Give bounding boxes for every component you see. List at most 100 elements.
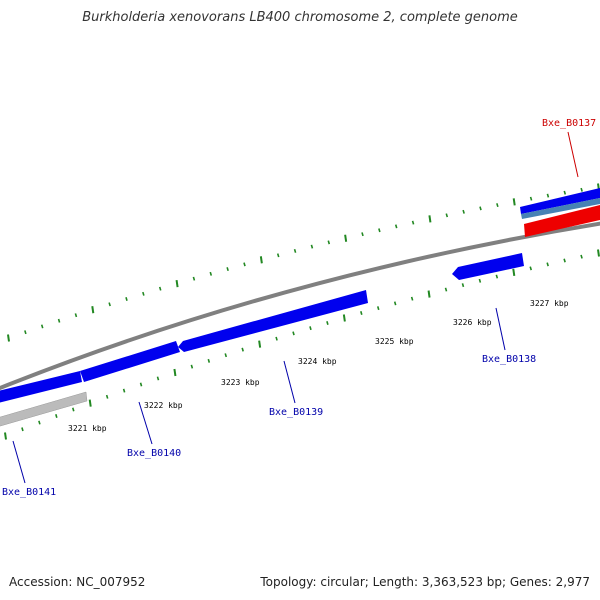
gene-feature-grey[interactable]: [0, 391, 88, 429]
minor-tick: [378, 228, 381, 233]
outer-tick-ring: [7, 183, 600, 342]
minor-tick: [276, 253, 280, 258]
minor-tick: [24, 330, 27, 335]
locus-label-bxe-b0140[interactable]: Bxe_B0140: [127, 448, 181, 459]
gene-feature-bxe-b0140[interactable]: [80, 341, 180, 382]
locus-label-group: Bxe_B0137 Bxe_B0138 Bxe_B0139 Bxe_B0140 …: [2, 118, 596, 498]
minor-tick: [393, 301, 397, 306]
minor-tick: [105, 394, 109, 399]
minor-tick: [529, 196, 533, 201]
minor-tick: [142, 291, 145, 296]
locus-label-bxe-b0138[interactable]: Bxe_B0138: [482, 354, 536, 365]
minor-tick: [209, 271, 213, 276]
locus-label-bxe-b0137[interactable]: Bxe_B0137: [542, 118, 596, 129]
major-tick: [427, 290, 431, 298]
minor-tick: [292, 331, 295, 336]
major-tick: [7, 334, 10, 342]
gene-feature-bxe-b0138[interactable]: [452, 253, 524, 280]
map-title: Burkholderia xenovorans LB400 chromosome…: [82, 10, 518, 25]
leader-line-bxe-b0138: [495, 307, 506, 351]
minor-tick: [479, 206, 482, 211]
minor-tick: [529, 266, 532, 271]
minor-tick: [461, 283, 465, 288]
gene-feature-bxe-b0137-steel[interactable]: [521, 198, 600, 219]
genome-backbone: [0, 221, 600, 391]
minor-tick: [72, 407, 75, 412]
major-tick: [4, 432, 7, 440]
minor-tick: [444, 287, 448, 292]
minor-tick: [496, 203, 499, 208]
minor-tick: [192, 276, 196, 281]
gene-feature-bxe-b0137-blue[interactable]: [520, 188, 600, 214]
kbp-label: 3222 kbp: [144, 401, 183, 410]
minor-tick: [190, 364, 194, 369]
minor-tick: [57, 318, 61, 323]
kbp-label: 3223 kbp: [221, 378, 260, 387]
major-tick: [512, 268, 516, 277]
leader-line-bxe-b0141: [12, 440, 26, 484]
minor-tick: [309, 326, 312, 331]
minor-tick: [394, 224, 398, 229]
kbp-label-group: 3221 kbp 3222 kbp 3223 kbp 3224 kbp 3225…: [68, 299, 569, 433]
gene-feature-bxe-b0139[interactable]: [178, 290, 368, 352]
major-tick: [597, 249, 600, 257]
locus-label-bxe-b0139[interactable]: Bxe_B0139: [269, 407, 323, 418]
minor-tick: [122, 388, 126, 393]
gene-feature-bxe-b0141[interactable]: [0, 371, 82, 405]
kbp-label: 3224 kbp: [298, 357, 337, 366]
minor-tick: [478, 278, 482, 283]
minor-tick: [310, 244, 314, 249]
minor-tick: [241, 347, 244, 352]
major-tick: [91, 306, 95, 314]
minor-tick: [445, 213, 449, 218]
minor-tick: [108, 302, 111, 307]
minor-tick: [563, 190, 567, 195]
major-tick: [259, 256, 263, 264]
minor-tick: [55, 414, 58, 418]
kbp-label: 3225 kbp: [375, 337, 414, 346]
major-tick: [342, 314, 346, 322]
gene-feature-bxe-b0137-red[interactable]: [524, 205, 600, 237]
minor-tick: [21, 427, 24, 432]
minor-tick: [546, 262, 549, 267]
minor-tick: [38, 420, 41, 425]
minor-tick: [156, 376, 160, 381]
locus-leader-lines: [12, 131, 579, 484]
minor-tick: [207, 358, 211, 363]
minor-tick: [327, 240, 331, 245]
major-tick: [344, 234, 348, 242]
major-tick: [88, 399, 92, 407]
minor-tick: [326, 321, 329, 325]
minor-tick: [360, 311, 363, 315]
minor-tick: [158, 286, 162, 291]
major-tick: [175, 279, 179, 288]
minor-tick: [361, 232, 364, 237]
inner-tick-ring: [4, 249, 600, 440]
minor-tick: [563, 258, 566, 263]
minor-tick: [139, 382, 143, 387]
major-tick: [512, 198, 516, 206]
minor-tick: [40, 324, 44, 329]
minor-tick: [243, 262, 246, 267]
minor-tick: [125, 297, 128, 301]
minor-tick: [546, 193, 550, 198]
major-tick: [258, 340, 262, 348]
leader-line-bxe-b0140: [138, 401, 153, 445]
leader-line-bxe-b0137: [567, 131, 579, 178]
minor-tick: [411, 220, 415, 225]
minor-tick: [293, 248, 297, 253]
minor-tick: [580, 187, 583, 192]
minor-tick: [275, 336, 278, 341]
minor-tick: [580, 254, 583, 259]
minor-tick: [462, 209, 465, 214]
leader-line-bxe-b0139: [283, 360, 296, 404]
kbp-label: 3221 kbp: [68, 424, 107, 433]
genome-summary-label: Topology: circular; Length: 3,363,523 bp…: [260, 575, 590, 589]
minor-tick: [224, 353, 228, 358]
locus-label-bxe-b0141[interactable]: Bxe_B0141: [2, 487, 56, 498]
minor-tick: [226, 267, 229, 272]
minor-tick: [495, 274, 499, 279]
minor-tick: [376, 306, 380, 311]
